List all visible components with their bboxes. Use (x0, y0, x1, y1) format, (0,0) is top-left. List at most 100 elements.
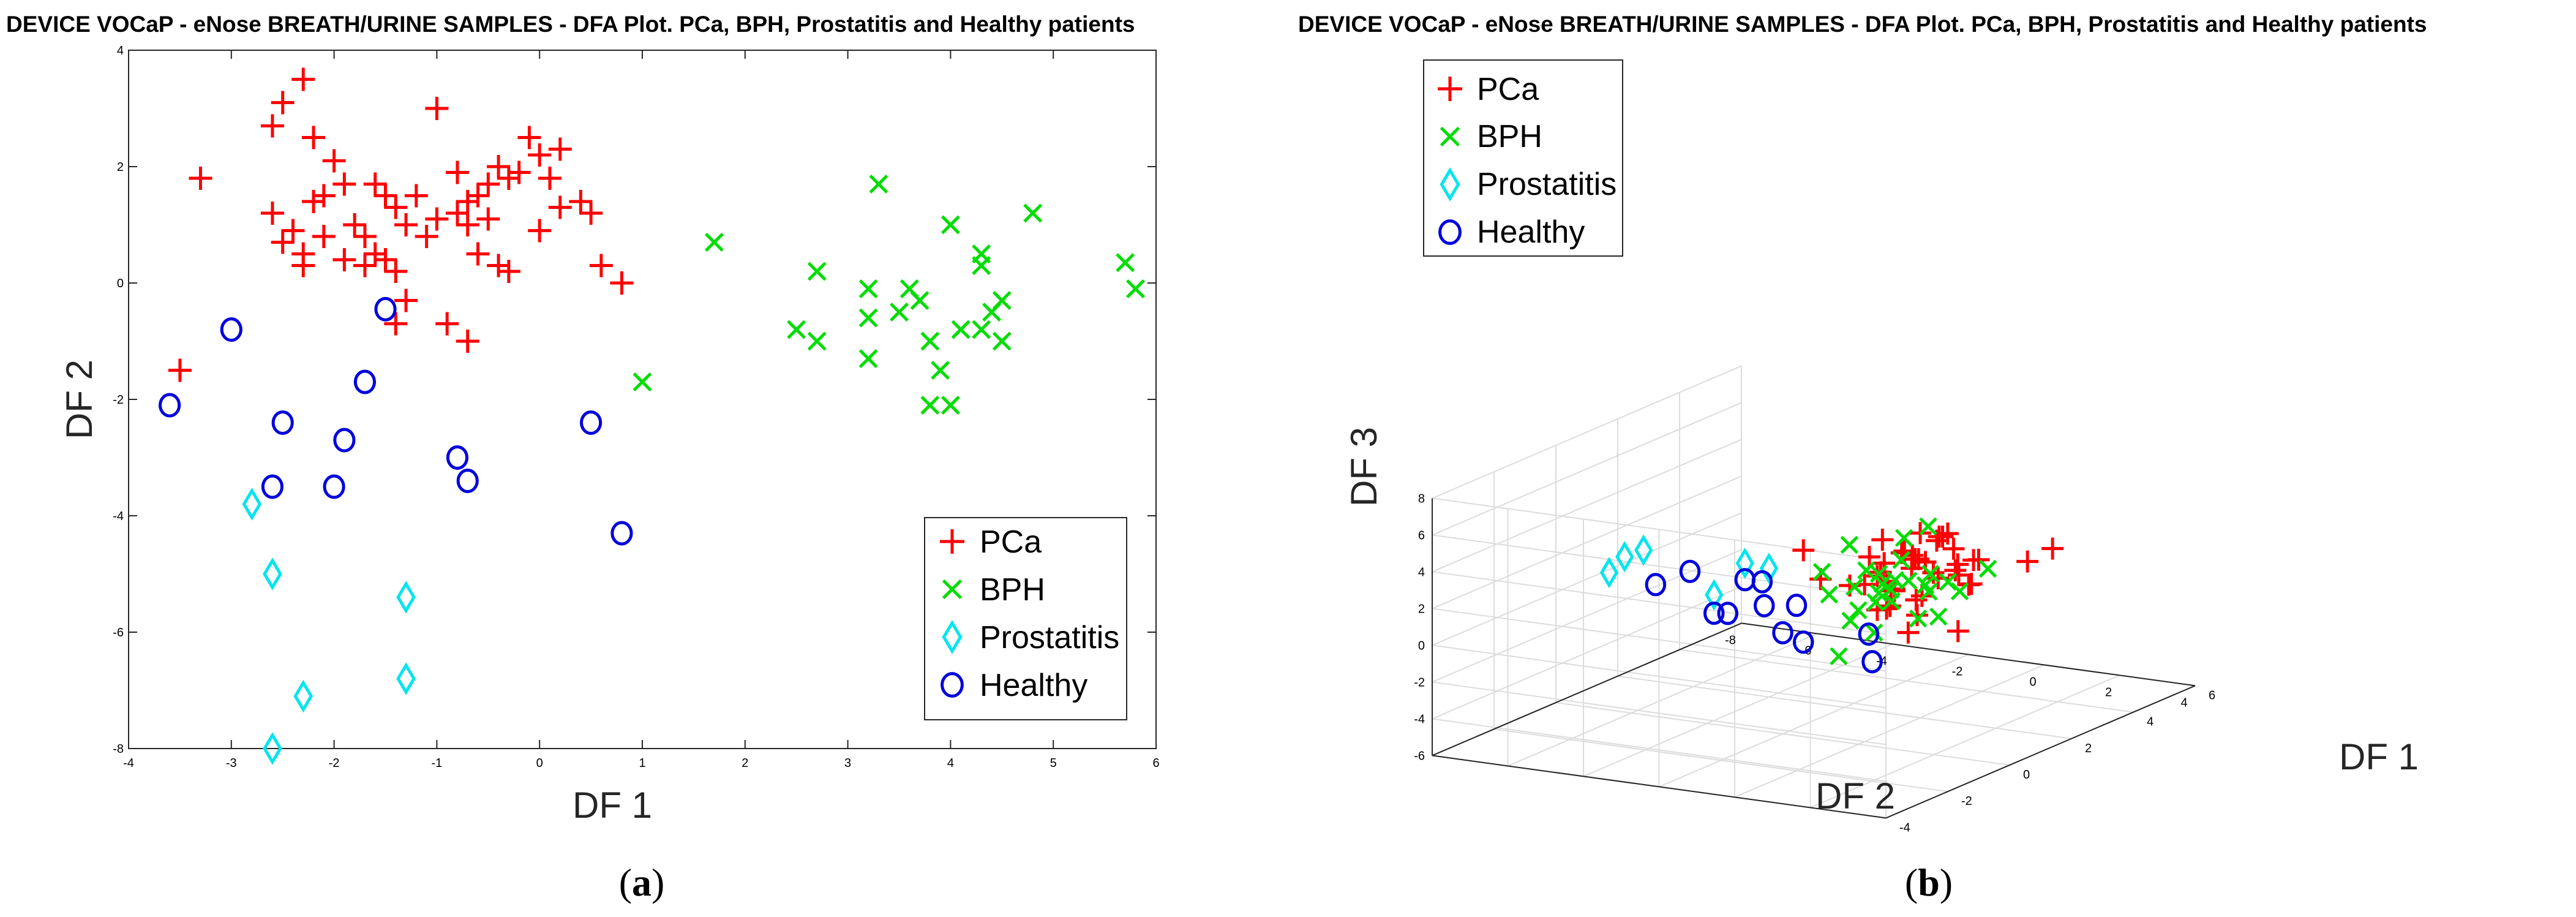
chart-b-point-bph (1909, 609, 1928, 628)
chart-b-grid-line (1810, 674, 2120, 809)
chart-a-point-pca (394, 213, 418, 236)
chart-a-point-pca (322, 149, 346, 173)
chart-b-point-bph (1820, 585, 1838, 604)
chart-b-point-healthy (1734, 568, 1756, 592)
chart-b-legend-marker-pca (1438, 77, 1462, 101)
chart-b-point-healthy (1858, 622, 1880, 646)
chart-a-point-healthy (333, 428, 356, 453)
chart-b-ztick-label: 4 (1418, 565, 1425, 579)
chart-a-point-pca (476, 207, 500, 231)
chart-b-grid-line (1432, 439, 1742, 573)
chart-a-ytick-label: 4 (117, 44, 124, 58)
chart-b-marks (1599, 517, 2064, 674)
chart-a-point-pca (302, 126, 326, 149)
chart-a-point-healthy (610, 521, 633, 546)
chart-a-xtick-label: -2 (329, 757, 340, 770)
chart-a-legend-bph: BPH (980, 572, 1045, 608)
chart-b-grid-line (1432, 586, 1742, 720)
chart-b-caption: (b) (1905, 861, 1953, 904)
chart-b-axis-edge (1885, 685, 2196, 819)
chart-a-point-healthy (580, 410, 603, 435)
chart-b-legend-marker-prostatitis (1440, 167, 1460, 202)
chart-a-point-pca (487, 254, 511, 277)
chart-b-point-healthy (1717, 602, 1739, 625)
chart-b-ztick-label: -6 (1414, 749, 1425, 763)
chart-a-point-pca (374, 184, 397, 208)
chart-a-point-pca (384, 195, 408, 219)
chart-a-point-pca (353, 225, 377, 248)
chart-a-point-bph (920, 331, 940, 351)
chart-a-point-pca (507, 160, 531, 184)
chart-a-point-pca (332, 172, 356, 196)
chart-b-box (1432, 365, 2196, 819)
chart-a-point-pca (404, 184, 428, 208)
chart-a-point-pca (291, 67, 315, 91)
chart-b-grid-line (1734, 664, 2045, 798)
chart-a-point-pca (332, 248, 356, 271)
chart-a: DEVICE VOCaP - eNose BREATH/URINE SAMPLE… (6, 12, 1160, 904)
chart-b-axis-edge (1432, 622, 1742, 757)
chart-a-title: DEVICE VOCaP - eNose BREATH/URINE SAMPLE… (6, 12, 1135, 37)
chart-b-axis-edge (1432, 755, 1887, 819)
chart-a-point-pca (528, 143, 552, 167)
panel-b: DEVICE VOCaP - eNose BREATH/URINE SAMPLE… (1286, 0, 2576, 917)
chart-a-point-bph (858, 279, 878, 298)
chart-b-point-healthy (1679, 559, 1701, 583)
chart-b-ylabel: DF 2 (1816, 775, 1895, 817)
chart-b-point-pca (1942, 537, 1965, 560)
chart-a-point-healthy (353, 369, 377, 394)
chart-a-legend-marker-prostatitis (942, 620, 963, 654)
chart-a-point-bph (941, 396, 960, 415)
chart-a-xtick-label: -4 (123, 757, 134, 770)
chart-a-legend-markers (940, 529, 964, 698)
chart-b-point-pca (1906, 604, 1929, 627)
chart-b-point-pca (1858, 546, 1880, 568)
chart-b-grid-line (1659, 654, 1969, 788)
chart-b-xtick-label: 4 (2147, 715, 2154, 729)
chart-a-point-pca (363, 242, 387, 266)
chart-a-point-bph (931, 361, 950, 380)
chart-b-title: DEVICE VOCaP - eNose BREATH/URINE SAMPLE… (1298, 12, 2427, 37)
chart-a-point-pca (281, 219, 305, 243)
chart-a-point-pca (302, 190, 326, 213)
chart-a-point-pca (466, 184, 490, 208)
chart-a-ticks: -4 -3 -2 -1 0 1 2 3 4 5 6 -8 -6 -4 -2 0 2 4 (113, 44, 1159, 770)
chart-b-point-pca (1958, 573, 1980, 596)
chart-b-point-bph (1882, 592, 1901, 611)
chart-b-point-bph (1886, 571, 1904, 589)
chart-a-point-bph (858, 308, 878, 328)
chart-b-ztick-label: 8 (1418, 492, 1425, 505)
chart-a-point-pca (271, 230, 295, 254)
chart-b-legend-healthy: Healthy (1477, 214, 1585, 250)
chart-a-ytick-label: -6 (113, 626, 124, 640)
chart-b-grid-line (1432, 681, 1887, 745)
chart-b-point-bph (1812, 562, 1831, 581)
chart-a-point-healthy (271, 410, 294, 435)
chart-a-point-pca (425, 207, 449, 231)
chart-b-ytick-label: 4 (2180, 696, 2187, 709)
chart-a-xtick-label: 1 (639, 757, 645, 770)
chart-a-point-pca (384, 312, 408, 336)
chart-a-point-bph (807, 262, 827, 281)
chart-a-point-bph (1125, 279, 1145, 298)
chart-b-point-pca (1931, 526, 1954, 548)
chart-b-point-bph (1840, 535, 1859, 554)
chart-a-point-prostatitis (293, 679, 314, 713)
caption-b-open: ( (1905, 861, 1918, 904)
chart-a-point-pca (456, 330, 479, 353)
chart-a-point-pca (374, 248, 397, 271)
chart-a-point-prostatitis (263, 732, 282, 765)
chart-a-point-pca (497, 260, 520, 283)
chart-a-xtick-label: -1 (432, 757, 443, 770)
chart-a-point-pca (343, 213, 367, 236)
chart-b-legend-prostatitis: Prostatitis (1477, 167, 1617, 202)
chart-b-grid-line (1432, 365, 1742, 499)
chart-a-point-pca (466, 242, 490, 266)
chart-a-point-bph (807, 331, 827, 351)
chart-a-point-pca (435, 312, 459, 336)
chart-a-legend-marker-healthy (941, 672, 964, 698)
chart-b-grid-line (1432, 644, 1887, 709)
chart-b-point-pca (1947, 620, 1969, 643)
chart-b-grid-line (1432, 549, 1742, 683)
